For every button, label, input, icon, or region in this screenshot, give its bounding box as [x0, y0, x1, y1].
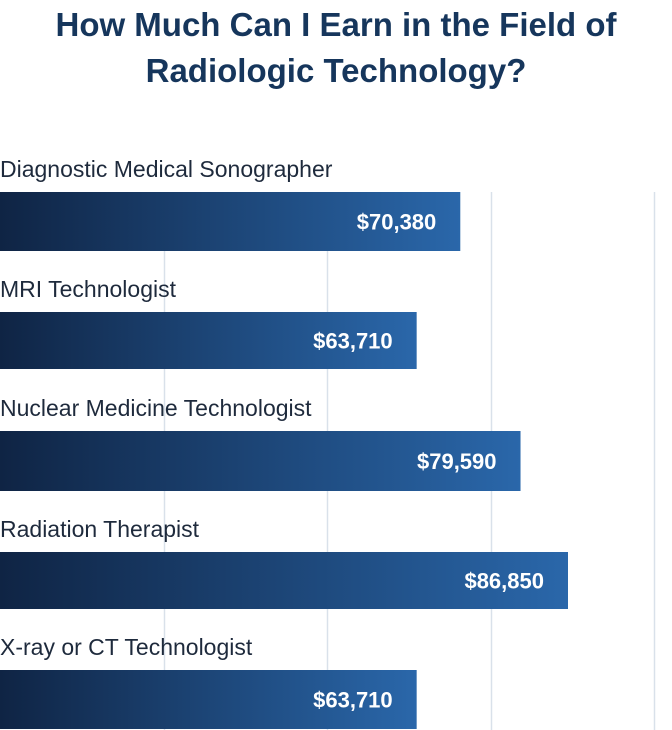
bar: [0, 431, 521, 491]
labels: Diagnostic Medical Sonographer $70,380 MRI…: [0, 156, 544, 713]
bar: [0, 192, 461, 251]
bars: [0, 192, 568, 729]
value-label: $63,710: [313, 688, 393, 713]
bar: [0, 312, 417, 369]
category-label: MRI Technologist: [0, 276, 177, 302]
chart-title: How Much Can I Earn in the Field of Radi…: [0, 2, 672, 94]
bar: [0, 670, 417, 729]
category-label: X-ray or CT Technologist: [0, 634, 253, 660]
category-label: Diagnostic Medical Sonographer: [0, 156, 333, 182]
value-label: $79,590: [417, 449, 497, 474]
bar: [0, 552, 568, 609]
value-label: $86,850: [464, 569, 544, 594]
value-label: $63,710: [313, 329, 393, 354]
chart-title-line-1: How Much Can I Earn in the Field of: [55, 6, 617, 43]
chart-title-line-2: Radiologic Technology?: [145, 52, 527, 89]
value-label: $70,380: [357, 210, 437, 235]
category-label: Radiation Therapist: [0, 516, 200, 542]
category-label: Nuclear Medicine Technologist: [0, 395, 312, 421]
